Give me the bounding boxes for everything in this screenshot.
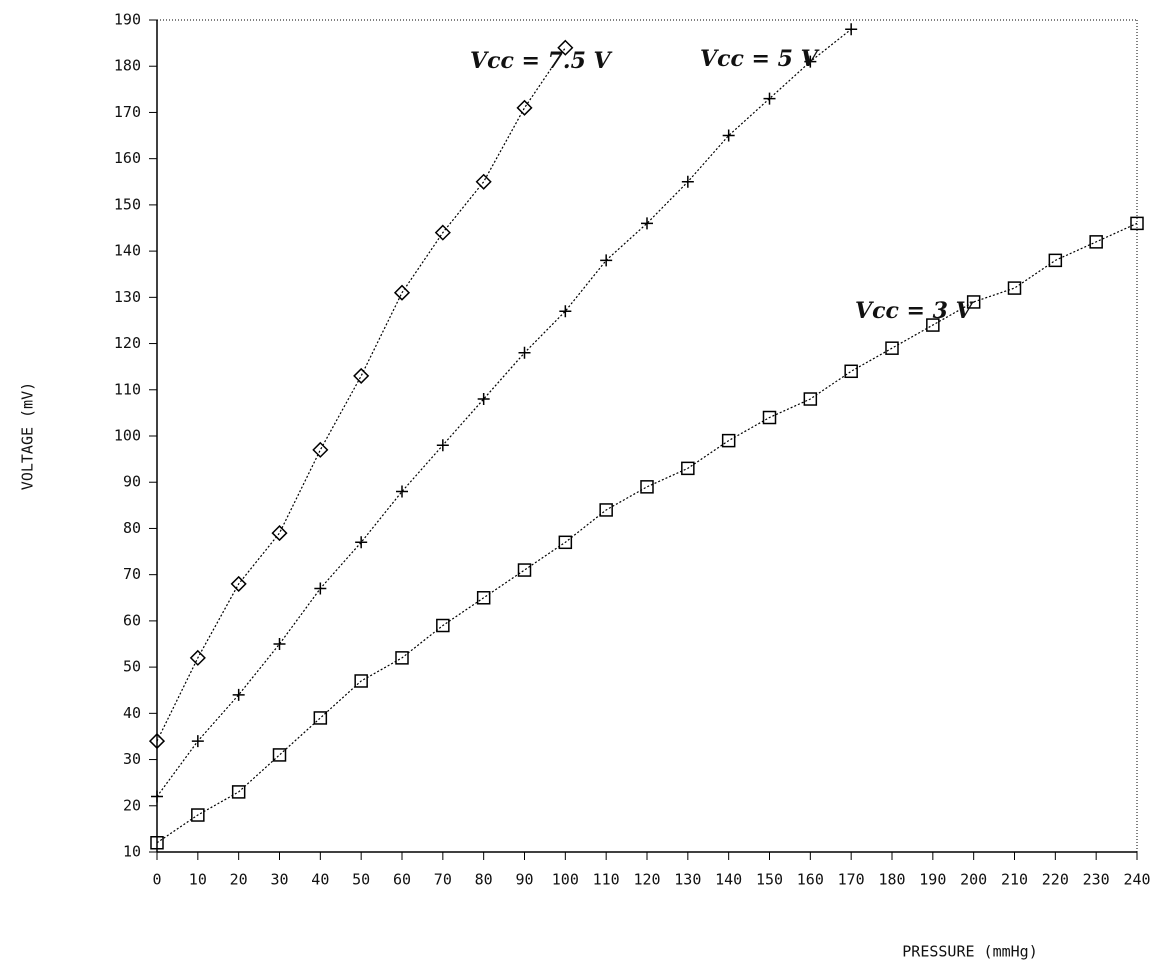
- x-tick-label: 180: [878, 871, 905, 889]
- y-tick-label: 40: [123, 704, 141, 722]
- x-tick-label: 40: [311, 871, 329, 889]
- data-point: [274, 638, 286, 650]
- y-tick-label: 70: [123, 565, 141, 583]
- series-label: Vcc = 7.5 V: [470, 48, 613, 74]
- x-tick-label: 120: [633, 871, 660, 889]
- x-tick-label: 10: [189, 871, 207, 889]
- data-point: [641, 481, 653, 493]
- data-point: [519, 347, 531, 359]
- y-tick-label: 80: [123, 519, 141, 537]
- series-label: Vcc = 5 V: [700, 46, 820, 72]
- series-line: [157, 223, 1137, 842]
- series-line: [157, 48, 565, 741]
- y-tick-label: 120: [114, 334, 141, 352]
- x-tick-label: 80: [475, 871, 493, 889]
- y-tick-label: 170: [114, 103, 141, 121]
- x-tick-label: 190: [919, 871, 946, 889]
- data-point: [1009, 282, 1021, 294]
- x-tick-label: 200: [960, 871, 987, 889]
- data-point: [192, 735, 204, 747]
- y-tick-label: 110: [114, 380, 141, 398]
- data-point: [354, 369, 368, 383]
- x-tick-label: 50: [352, 871, 370, 889]
- x-tick-label: 110: [593, 871, 620, 889]
- x-axis-label: PRESSURE (mmHg): [902, 943, 1037, 961]
- data-point: [682, 176, 694, 188]
- y-tick-label: 30: [123, 750, 141, 768]
- data-point: [313, 443, 327, 457]
- data-point: [518, 101, 532, 115]
- x-tick-label: 70: [434, 871, 452, 889]
- data-point: [437, 439, 449, 451]
- x-tick-label: 140: [715, 871, 742, 889]
- x-tick-label: 100: [552, 871, 579, 889]
- x-tick-label: 0: [152, 871, 161, 889]
- x-tick-label: 130: [674, 871, 701, 889]
- y-tick-label: 140: [114, 242, 141, 260]
- y-tick-label: 10: [123, 843, 141, 861]
- chart: PRESSURE (mmHg) VOLTAGE (mV) 10 20 30 40 50 6…: [0, 0, 1167, 970]
- data-point: [477, 175, 491, 189]
- series-label: Vcc = 3 V: [855, 298, 975, 324]
- y-tick-label: 90: [123, 473, 141, 491]
- data-point: [845, 23, 857, 35]
- data-point: [151, 791, 163, 803]
- data-point: [519, 564, 531, 576]
- x-tick-label: 60: [393, 871, 411, 889]
- x-tick-label: 170: [838, 871, 865, 889]
- data-point: [845, 365, 857, 377]
- x-tick-label: 20: [230, 871, 248, 889]
- y-tick-label: 150: [114, 195, 141, 213]
- x-tick-label: 90: [515, 871, 533, 889]
- y-tick-label: 190: [114, 11, 141, 29]
- y-tick-label: 130: [114, 288, 141, 306]
- page: PRESSURE (mmHg) VOLTAGE (mV) 10 20 30 40 50 6…: [0, 0, 1167, 970]
- data-point: [314, 583, 326, 595]
- y-tick-label: 160: [114, 149, 141, 167]
- x-tick-label: 210: [1001, 871, 1028, 889]
- x-tick-label: 240: [1123, 871, 1150, 889]
- x-tick-label: 220: [1042, 871, 1069, 889]
- x-tick-label: 160: [797, 871, 824, 889]
- y-tick-label: 60: [123, 611, 141, 629]
- y-axis-label: VOLTAGE (mV): [19, 382, 37, 490]
- y-tick-label: 100: [114, 427, 141, 445]
- x-tick-label: 30: [270, 871, 288, 889]
- y-tick-label: 180: [114, 57, 141, 75]
- y-tick-label: 50: [123, 658, 141, 676]
- x-tick-label: 230: [1083, 871, 1110, 889]
- y-tick-label: 20: [123, 796, 141, 814]
- data-point: [273, 526, 287, 540]
- x-tick-label: 150: [756, 871, 783, 889]
